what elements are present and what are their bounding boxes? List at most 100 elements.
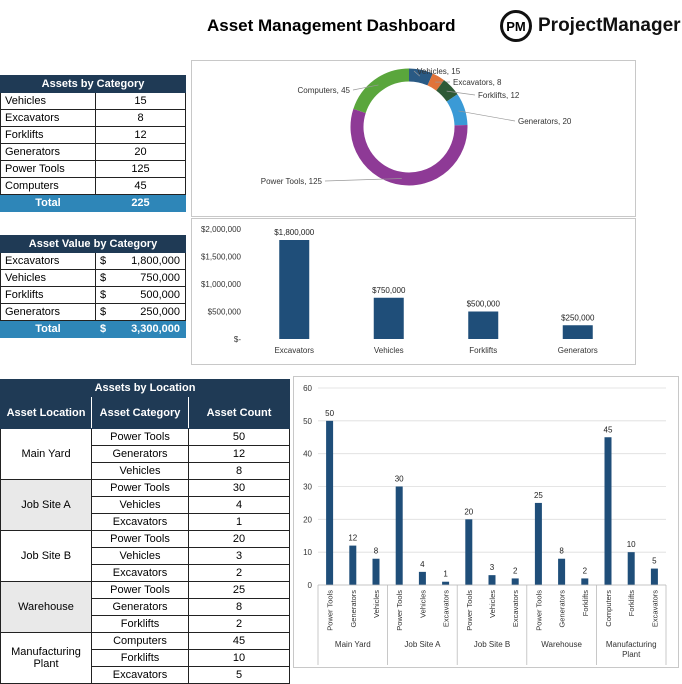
location-name: Manufacturing Plant (1, 633, 92, 684)
x-category-label: Power Tools (326, 590, 335, 631)
y-tick-label: 0 (308, 581, 313, 590)
data-label: 8 (559, 547, 564, 556)
currency-symbol: $ (96, 287, 117, 304)
x-category-label: Generators (558, 346, 598, 355)
header-asset-count: Asset Count (189, 397, 290, 429)
slice-label: Forklifts, 12 (478, 91, 520, 100)
data-label: 50 (325, 409, 334, 418)
location-table-title: Assets by Location (1, 380, 290, 397)
x-category-label: Forklifts (581, 590, 590, 617)
data-label: 30 (395, 475, 404, 484)
value-bar-chart: $-$500,000$1,000,000$1,500,000$2,000,000… (192, 219, 635, 364)
location-category: Excavators (92, 667, 189, 684)
location-name: Job Site B (1, 531, 92, 582)
x-category-label: Forklifts (627, 590, 636, 617)
location-count: 8 (189, 599, 290, 616)
currency-symbol: $ (96, 270, 117, 287)
value-amount: 250,000 (117, 304, 186, 321)
x-category-label: Excavators (442, 590, 451, 627)
bar (279, 240, 309, 339)
location-category: Forklifts (92, 616, 189, 633)
group-label: Manufacturing (606, 640, 657, 649)
location-category: Excavators (92, 565, 189, 582)
x-category-label: Excavators (511, 590, 520, 627)
data-label: 12 (348, 534, 357, 543)
bar (373, 559, 380, 585)
location-count: 10 (189, 650, 290, 667)
y-tick-label: $- (234, 335, 241, 344)
group-label: Plant (622, 650, 641, 659)
category-label: Computers (1, 178, 96, 195)
total-label: Total (1, 195, 96, 212)
y-tick-label: 20 (303, 515, 312, 524)
value-label: Vehicles (1, 270, 96, 287)
value-label: Excavators (1, 253, 96, 270)
bar (489, 575, 496, 585)
header-asset-category: Asset Category (92, 397, 189, 429)
location-name: Job Site A (1, 480, 92, 531)
data-label: 2 (513, 566, 518, 575)
category-count: 12 (96, 127, 186, 144)
data-label: $750,000 (372, 286, 406, 295)
bar (465, 519, 472, 585)
group-label: Main Yard (335, 640, 371, 649)
slice-label: Power Tools, 125 (261, 177, 323, 186)
location-count: 2 (189, 616, 290, 633)
x-category-label: Generators (349, 590, 358, 628)
data-label: $500,000 (467, 300, 501, 309)
x-category-label: Forklifts (469, 346, 497, 355)
location-category: Vehicles (92, 497, 189, 514)
bar (563, 325, 593, 339)
bar (605, 437, 612, 585)
location-name: Warehouse (1, 582, 92, 633)
value-label: Forklifts (1, 287, 96, 304)
bar (651, 569, 658, 585)
total-label: Total (1, 321, 96, 338)
header-asset-location: Asset Location (1, 397, 92, 429)
currency-symbol: $ (96, 321, 117, 338)
x-category-label: Vehicles (488, 590, 497, 618)
slice-label: Computers, 45 (298, 86, 351, 95)
category-count: 15 (96, 93, 186, 110)
location-count: 20 (189, 531, 290, 548)
currency-symbol: $ (96, 253, 117, 270)
location-table: Assets by Location Asset Location Asset … (0, 379, 290, 684)
total-count: 225 (96, 195, 186, 212)
category-count: 45 (96, 178, 186, 195)
location-category: Generators (92, 446, 189, 463)
brand-logo: PM ProjectManager (500, 8, 681, 44)
location-category: Excavators (92, 514, 189, 531)
y-tick-label: 30 (303, 483, 312, 492)
location-count: 12 (189, 446, 290, 463)
x-category-label: Vehicles (374, 346, 404, 355)
bar (326, 421, 333, 585)
donut-slice (357, 111, 461, 179)
category-count: 8 (96, 110, 186, 127)
bar (419, 572, 426, 585)
page-title: Asset Management Dashboard (207, 16, 455, 36)
location-count: 1 (189, 514, 290, 531)
category-label: Power Tools (1, 161, 96, 178)
currency-symbol: $ (96, 304, 117, 321)
data-label: 5 (652, 557, 657, 566)
location-category: Power Tools (92, 429, 189, 446)
category-label: Excavators (1, 110, 96, 127)
x-category-label: Vehicles (418, 590, 427, 618)
pm-logo-icon: PM (500, 10, 532, 42)
y-tick-label: 60 (303, 384, 312, 393)
x-category-label: Computers (604, 590, 613, 627)
x-category-label: Power Tools (534, 590, 543, 631)
category-count: 125 (96, 161, 186, 178)
location-count: 2 (189, 565, 290, 582)
bar (558, 559, 565, 585)
y-tick-label: $2,000,000 (201, 225, 242, 234)
location-count: 3 (189, 548, 290, 565)
